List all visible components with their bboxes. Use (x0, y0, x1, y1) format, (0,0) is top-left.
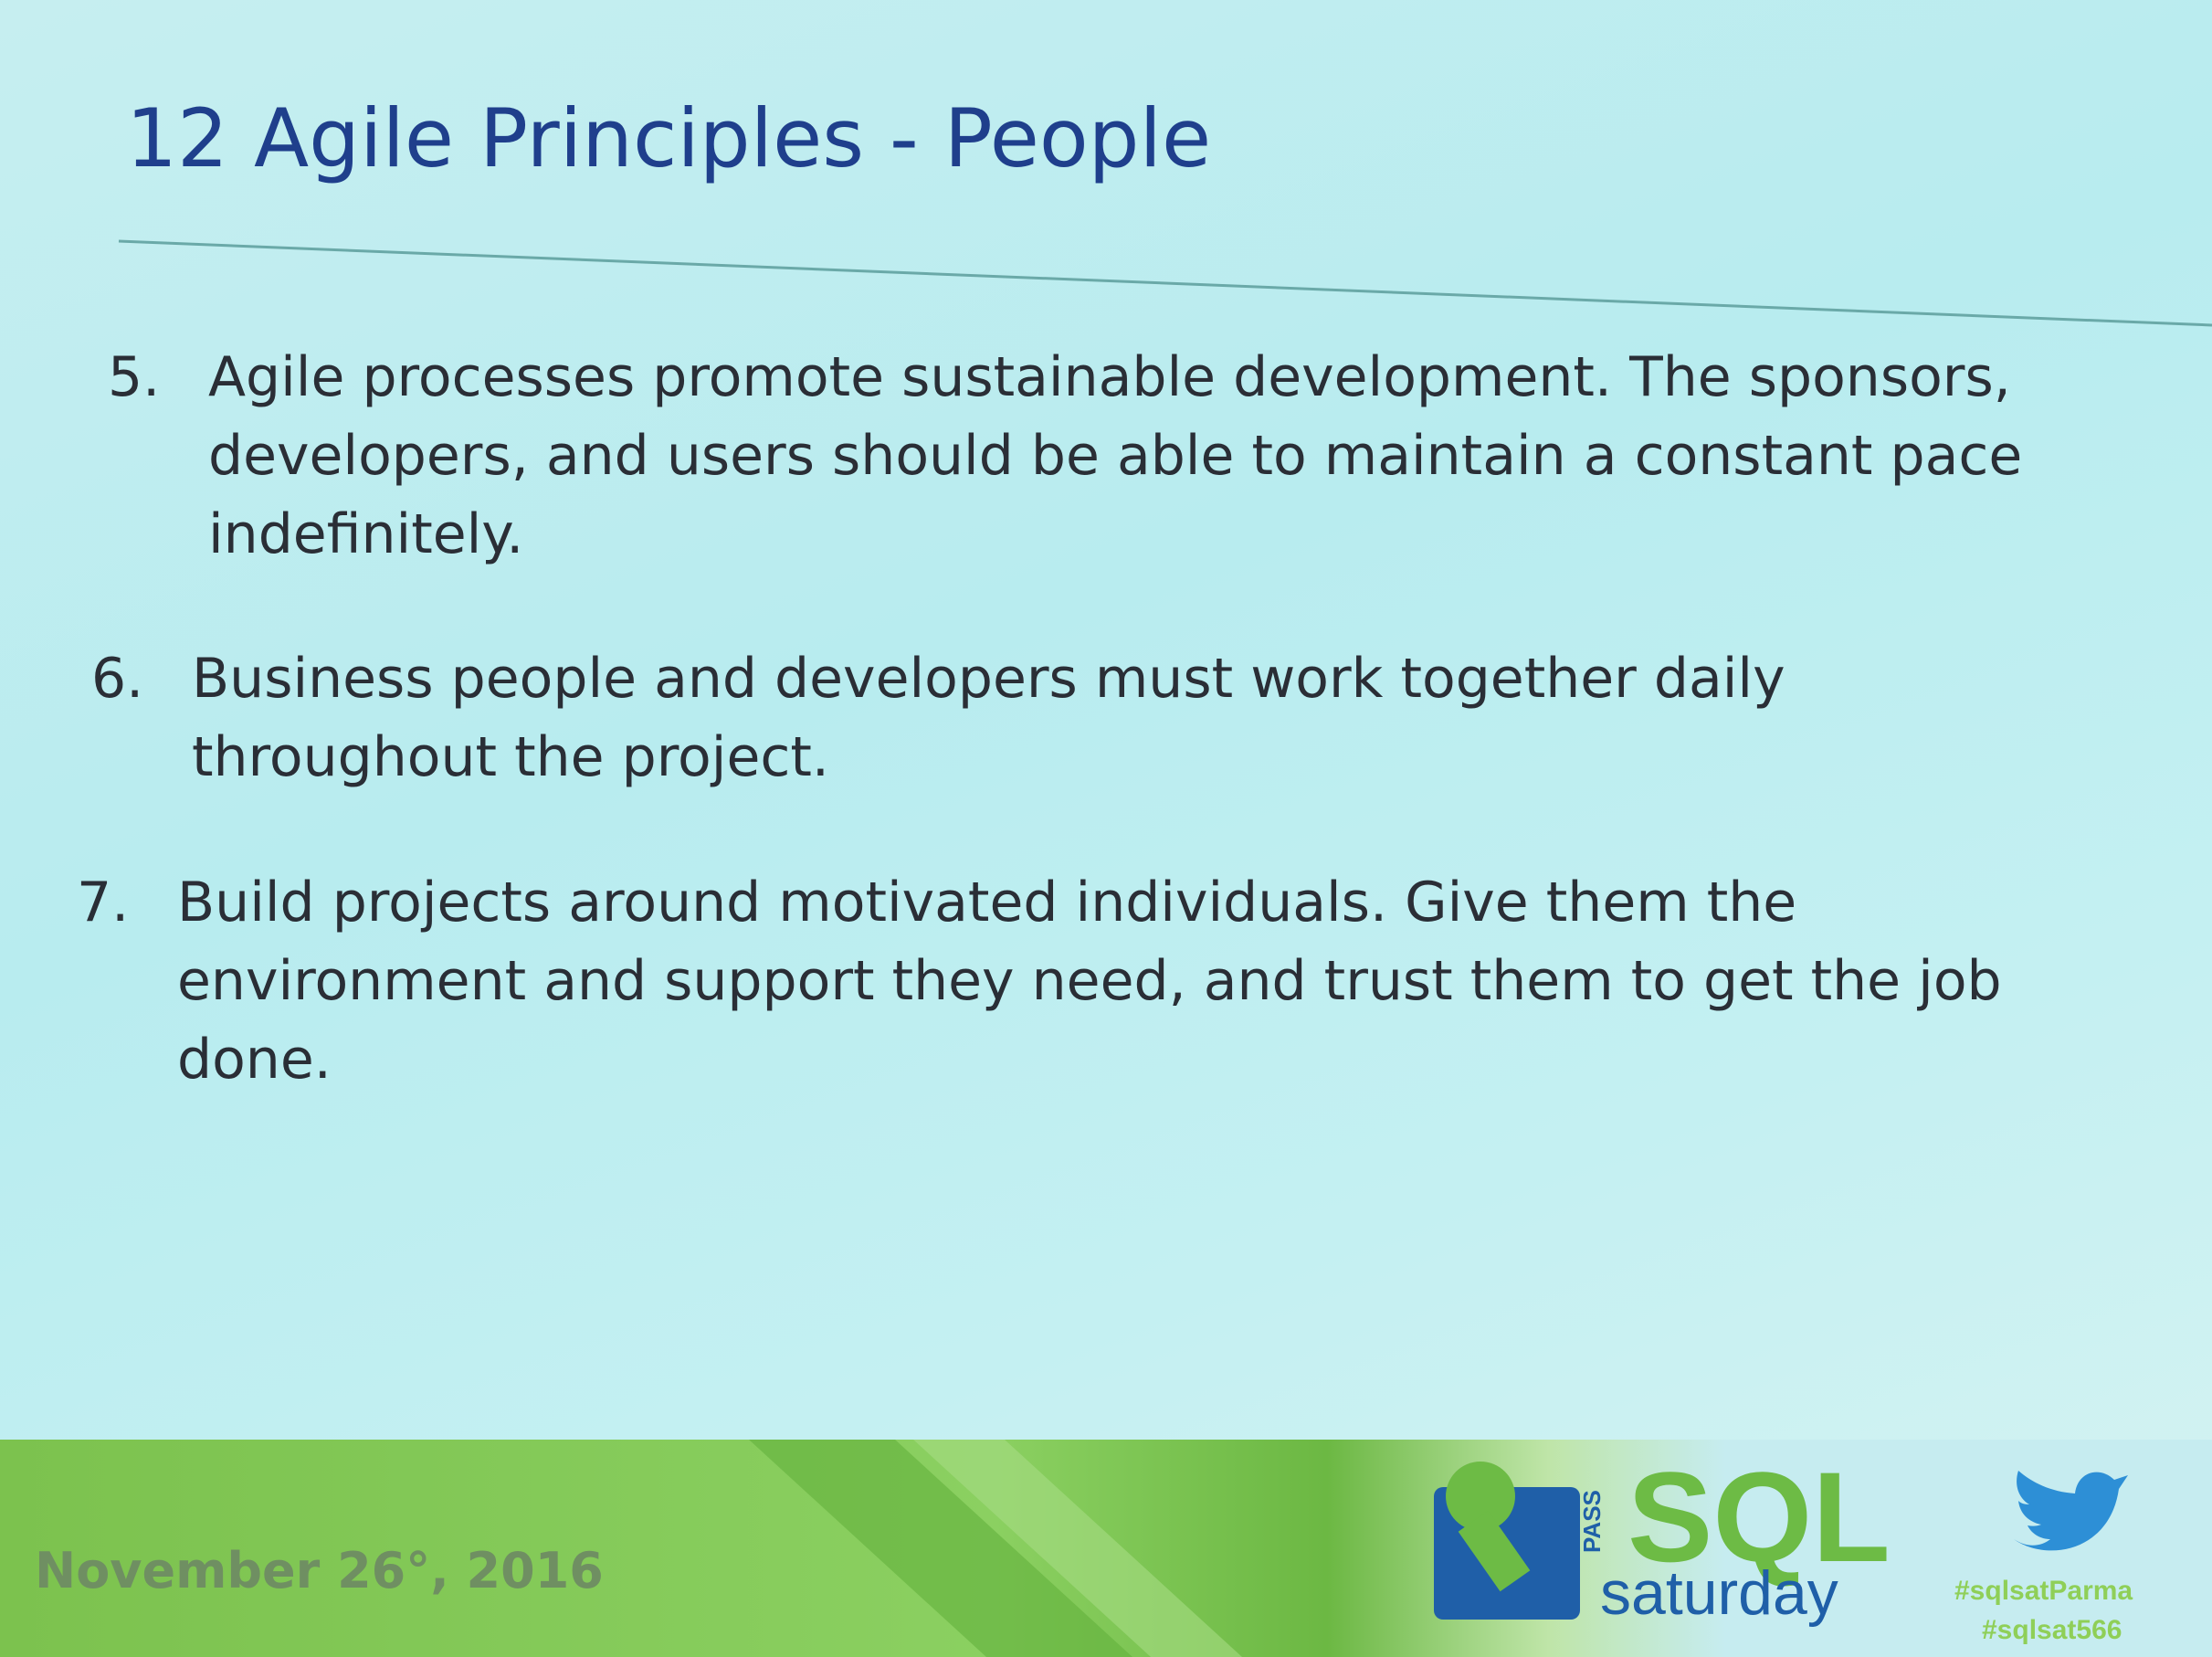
twitter-icon (2014, 1471, 2128, 1551)
list-item: 5. Agile processes promote sustainable d… (108, 338, 2062, 574)
item-text: Build projects around motivated individu… (177, 871, 2002, 1092)
hashtag: #sqlsat566 (1982, 1615, 2122, 1645)
item-text: Agile processes promote sustainable deve… (208, 345, 2023, 566)
footer-date: November 26°, 2016 (35, 1542, 604, 1599)
item-number: 6. (91, 647, 144, 711)
logo-key (1434, 1462, 1580, 1620)
logo-pass: PASS (1578, 1490, 1606, 1553)
item-text: Business people and developers must work… (192, 647, 1785, 789)
list-item: 6. Business people and developers must w… (91, 639, 2046, 797)
slide-title: 12 Agile Principles - People (126, 91, 1212, 185)
title-rule (118, 239, 2212, 327)
item-number: 7. (77, 871, 130, 934)
logo-sql: SQL (1627, 1445, 1891, 1588)
stripe (749, 1440, 1132, 1657)
title-rule-svg (118, 239, 2212, 327)
logo-saturday: saturday (1600, 1558, 1838, 1628)
hashtag: #sqlsatParma (1954, 1576, 2133, 1606)
stripe (913, 1440, 1242, 1657)
footer-stripes (749, 1440, 1242, 1657)
list-item: 7. Build projects around motivated indiv… (77, 863, 2031, 1099)
item-number: 5. (108, 345, 161, 409)
